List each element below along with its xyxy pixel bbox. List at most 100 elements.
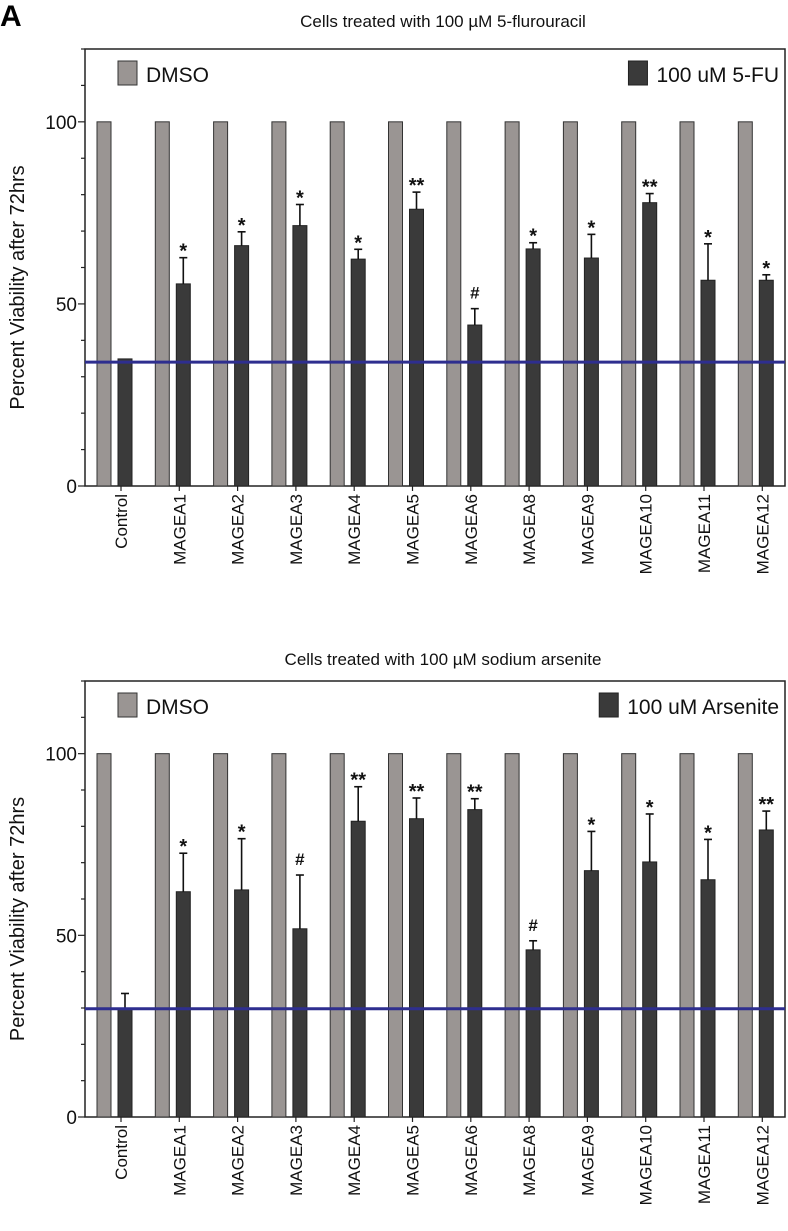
chart-title: Cells treated with 100 µM 5-flurouracil: [300, 12, 586, 31]
x-tick-label: MAGEA10: [637, 1125, 656, 1205]
legend-label-dmso: DMSO: [146, 64, 209, 87]
x-tick-label: MAGEA4: [345, 1125, 364, 1196]
legend-label-dmso: DMSO: [146, 696, 209, 719]
bar-dmso-Control: [96, 121, 112, 487]
bar-dmso-MAGEA5: [388, 753, 403, 1118]
x-tick-label: MAGEA2: [229, 494, 248, 565]
x-tick-label: MAGEA1: [170, 494, 189, 565]
bar-dmso-MAGEA9: [562, 753, 578, 1118]
significance-marker: *: [354, 232, 362, 254]
x-tick-label: MAGEA9: [578, 1125, 597, 1196]
bar-treated-MAGEA10: [642, 202, 658, 487]
bar-dmso-MAGEA5: [388, 121, 403, 487]
x-tick-label: Control: [112, 494, 131, 549]
significance-marker: #: [295, 850, 305, 869]
y-tick-label: 100: [45, 745, 77, 766]
bar-dmso-MAGEA2: [213, 753, 229, 1118]
y-axis-label: Percent Viability after 72hrs: [7, 797, 29, 1041]
bar-treated-MAGEA11: [700, 279, 716, 487]
x-tick-label: MAGEA11: [695, 494, 714, 573]
bar-dmso-MAGEA10: [621, 753, 637, 1118]
bar-dmso-MAGEA3: [271, 121, 287, 487]
significance-marker: *: [179, 241, 187, 263]
bar-treated-MAGEA12: [758, 279, 774, 487]
y-tick-label: 0: [66, 477, 77, 498]
bar-dmso-MAGEA6: [446, 753, 462, 1118]
significance-marker: **: [642, 177, 658, 199]
legend-label-treated: 100 uM Arsenite: [627, 696, 779, 719]
significance-marker: *: [238, 215, 246, 237]
bar-dmso-MAGEA2: [213, 121, 229, 487]
x-tick-label: Control: [112, 1125, 131, 1180]
bar-treated-MAGEA8: [525, 248, 541, 487]
significance-marker: *: [704, 822, 712, 844]
bar-treated-MAGEA4: [350, 820, 366, 1118]
panel-label: A: [0, 0, 22, 33]
significance-marker: **: [350, 770, 366, 792]
significance-marker: *: [296, 187, 304, 209]
bar-treated-MAGEA5: [409, 818, 424, 1118]
significance-marker: **: [409, 175, 425, 197]
x-tick-label: MAGEA6: [462, 1125, 481, 1196]
bar-treated-MAGEA5: [409, 208, 424, 487]
significance-marker: #: [528, 916, 538, 935]
significance-marker: *: [588, 814, 596, 836]
significance-marker: *: [588, 217, 596, 239]
bar-treated-Control: [117, 358, 133, 487]
significance-marker: **: [467, 782, 483, 804]
legend-swatch-treated: [598, 692, 619, 718]
bar-dmso-MAGEA1: [154, 121, 170, 487]
y-tick-label: 50: [56, 926, 77, 947]
bar-treated-MAGEA3: [292, 225, 308, 487]
bar-treated-MAGEA12: [758, 829, 774, 1118]
significance-marker: *: [762, 258, 770, 280]
y-axis-label: Percent Viability after 72hrs: [7, 165, 29, 409]
bar-dmso-MAGEA11: [679, 753, 695, 1118]
bar-treated-MAGEA1: [175, 891, 191, 1118]
bar-dmso-MAGEA8: [504, 121, 520, 487]
significance-marker: *: [238, 822, 246, 844]
x-tick-label: MAGEA4: [345, 494, 364, 565]
x-tick-label: MAGEA1: [170, 1125, 189, 1196]
chart-1: Cells treated with 100 µM 5-flurouracil P…: [7, 12, 786, 574]
bar-dmso-MAGEA4: [329, 121, 345, 487]
bar-dmso-MAGEA3: [271, 753, 287, 1118]
bar-treated-MAGEA10: [642, 861, 658, 1118]
bar-dmso-MAGEA9: [562, 121, 578, 487]
bar-dmso-MAGEA10: [621, 121, 637, 487]
x-tick-label: MAGEA12: [753, 494, 772, 574]
significance-marker: #: [470, 284, 480, 303]
significance-marker: *: [529, 226, 537, 248]
bar-dmso-MAGEA1: [154, 753, 170, 1118]
bar-treated-MAGEA6: [467, 324, 483, 487]
x-tick-label: MAGEA11: [695, 1125, 714, 1204]
bar-treated-MAGEA6: [467, 809, 483, 1118]
bar-treated-MAGEA2: [234, 889, 250, 1118]
y-tick-label: 0: [66, 1108, 77, 1129]
bar-dmso-MAGEA12: [737, 121, 753, 487]
x-tick-label: MAGEA10: [637, 494, 656, 574]
x-tick-label: MAGEA5: [404, 1125, 423, 1196]
bar-treated-MAGEA2: [234, 245, 250, 487]
x-tick-label: MAGEA12: [753, 1125, 772, 1205]
bar-treated-MAGEA9: [583, 257, 599, 487]
bar-treated-MAGEA3: [292, 928, 308, 1118]
legend-label-treated: 100 uM 5-FU: [656, 64, 779, 87]
x-tick-label: MAGEA2: [229, 1125, 248, 1196]
bar-dmso-MAGEA11: [679, 121, 695, 487]
x-tick-label: MAGEA5: [404, 494, 423, 565]
bar-treated-MAGEA8: [525, 949, 541, 1118]
legend-swatch-treated: [627, 60, 648, 86]
significance-marker: **: [759, 794, 775, 816]
significance-marker: *: [179, 836, 187, 858]
bar-treated-MAGEA11: [700, 879, 716, 1118]
y-tick-label: 100: [45, 113, 77, 134]
chart-title: Cells treated with 100 µM sodium arsenit…: [285, 650, 602, 669]
bar-treated-MAGEA9: [583, 870, 599, 1118]
x-tick-label: MAGEA9: [578, 494, 597, 565]
bar-treated-Control: [117, 1008, 133, 1118]
bar-dmso-MAGEA8: [504, 753, 520, 1118]
bar-dmso-MAGEA6: [446, 121, 462, 487]
significance-marker: **: [409, 781, 425, 803]
